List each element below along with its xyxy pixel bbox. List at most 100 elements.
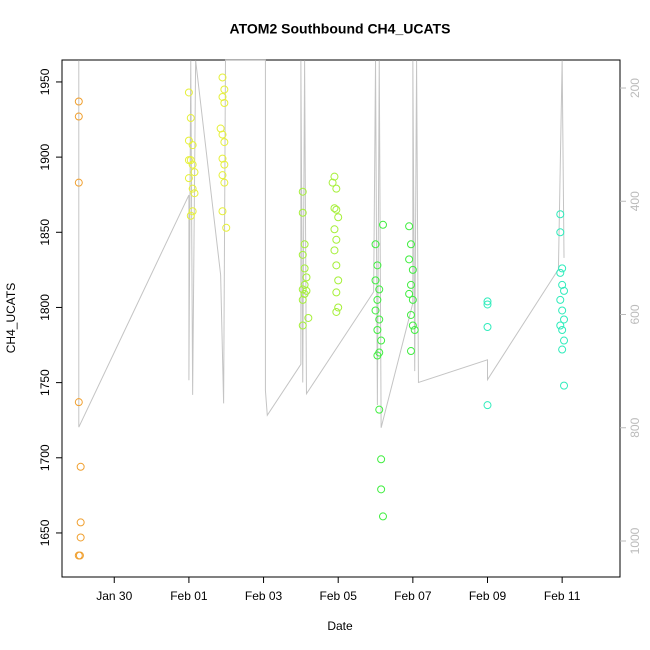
point: [483, 297, 492, 306]
point: [332, 261, 341, 270]
point: [220, 178, 229, 187]
point: [556, 210, 565, 219]
point: [218, 73, 227, 82]
y-axis-label: CH4_UCATS: [4, 283, 18, 353]
point: [556, 295, 565, 304]
point: [298, 321, 307, 330]
point: [334, 303, 343, 312]
y-tick-label: 1850: [38, 219, 52, 246]
point: [332, 205, 341, 214]
point: [371, 276, 380, 285]
point: [373, 261, 382, 270]
point: [300, 264, 309, 273]
point: [378, 512, 387, 521]
point: [375, 315, 384, 324]
point: [405, 255, 414, 264]
point: [218, 130, 227, 139]
point: [298, 208, 307, 217]
point: [556, 268, 565, 277]
point: [76, 518, 85, 527]
x-tick-label: Feb 11: [544, 589, 581, 603]
x-tick-label: Feb 05: [320, 589, 358, 603]
point: [375, 285, 384, 294]
point: [218, 207, 227, 216]
x-tick-label: Feb 07: [394, 589, 432, 603]
y-tick-label: 1750: [38, 369, 52, 396]
point: [408, 295, 417, 304]
point: [218, 171, 227, 180]
point: [377, 336, 386, 345]
point: [560, 381, 569, 390]
point: [188, 207, 197, 216]
point: [298, 187, 307, 196]
x-tick-label: Jan 30: [96, 589, 132, 603]
point: [406, 347, 415, 356]
point: [186, 156, 195, 165]
point: [300, 240, 309, 249]
point: [220, 160, 229, 169]
point: [558, 326, 567, 335]
point: [558, 264, 567, 273]
point: [332, 235, 341, 244]
point: [560, 315, 569, 324]
y-tick-label: 1700: [38, 444, 52, 471]
point: [190, 189, 199, 198]
point: [74, 112, 83, 121]
point: [373, 295, 382, 304]
point: [410, 326, 419, 335]
point: [186, 114, 195, 123]
point: [483, 300, 492, 309]
point: [75, 551, 84, 560]
point: [188, 141, 197, 150]
point: [483, 401, 492, 410]
x-axis-label: Date: [327, 619, 353, 633]
point: [220, 85, 229, 94]
point: [74, 97, 83, 106]
point: [408, 265, 417, 274]
point: [300, 280, 309, 289]
y-tick-label: 1900: [38, 143, 52, 170]
point: [302, 273, 311, 282]
point: [328, 178, 337, 187]
point: [184, 88, 193, 97]
y2-tick-label: 1000: [628, 527, 642, 554]
point: [332, 184, 341, 193]
point: [334, 213, 343, 222]
point: [298, 250, 307, 259]
point: [373, 326, 382, 335]
point: [330, 246, 339, 255]
y-tick-label: 1650: [38, 519, 52, 546]
point: [377, 485, 386, 494]
y2-tick-label: 600: [628, 304, 642, 324]
point: [377, 455, 386, 464]
x-tick-label: Feb 09: [469, 589, 507, 603]
point: [298, 285, 307, 294]
point: [334, 276, 343, 285]
x-tick-label: Feb 03: [245, 589, 283, 603]
point: [330, 172, 339, 181]
x-tick-label: Feb 01: [170, 589, 208, 603]
chart-title: ATOM2 Southbound CH4_UCATS: [230, 21, 451, 37]
point: [406, 240, 415, 249]
point: [371, 240, 380, 249]
point: [558, 306, 567, 315]
point: [298, 295, 307, 304]
y2-tick-label: 800: [628, 417, 642, 437]
point: [406, 280, 415, 289]
point: [408, 321, 417, 330]
point: [304, 313, 313, 322]
point: [184, 174, 193, 183]
point: [74, 398, 83, 407]
point: [190, 168, 199, 177]
point: [76, 533, 85, 542]
y-tick-label: 1800: [38, 294, 52, 321]
point: [483, 322, 492, 331]
point: [188, 184, 197, 193]
point: [560, 286, 569, 295]
point: [220, 98, 229, 107]
point: [558, 280, 567, 289]
track-line: [78, 59, 565, 428]
y2-tick-label: 200: [628, 78, 642, 98]
point: [375, 405, 384, 414]
